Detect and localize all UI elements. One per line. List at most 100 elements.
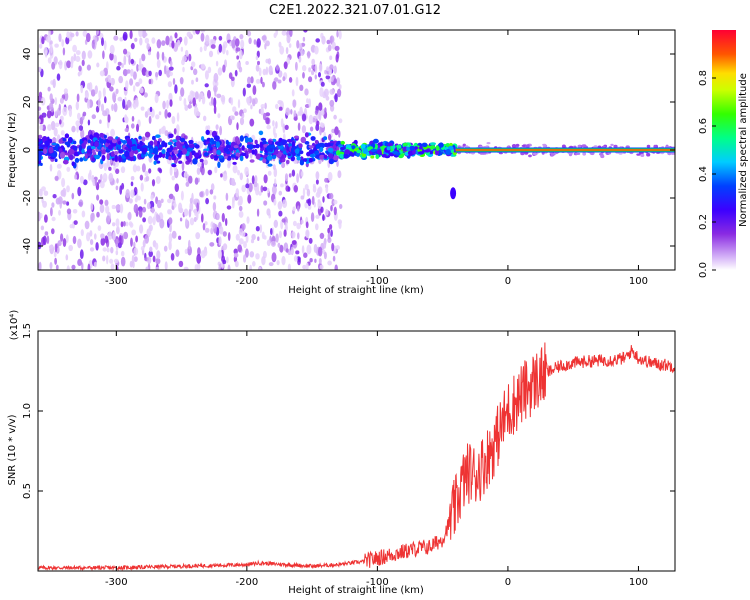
heatmap-cell (87, 139, 92, 144)
heatmap-cell (293, 135, 300, 139)
heatmap-cell (285, 107, 291, 116)
heatmap-cell (300, 136, 307, 144)
heatmap-cell (187, 245, 193, 256)
heatmap-cell (77, 258, 82, 266)
heatmap-cell (257, 236, 260, 241)
heatmap-cell (308, 145, 314, 149)
heatmap-cell (231, 198, 235, 209)
heatmap-cell (283, 61, 288, 70)
heatmap-cell (182, 148, 188, 155)
heatmap-cell (261, 256, 266, 266)
heatmap-cell (191, 79, 194, 85)
heatmap-cell (280, 183, 284, 188)
heatmap-cell (307, 198, 312, 207)
heatmap-cell (86, 82, 91, 90)
heatmap-cell (66, 185, 70, 193)
y-tick-label: 40 (22, 48, 33, 61)
heatmap-cell (308, 114, 314, 125)
heatmap-cell (610, 143, 614, 146)
heatmap-cell (163, 245, 168, 252)
heatmap-cell (269, 147, 273, 153)
heatmap-cell (121, 182, 125, 190)
heatmap-cell (203, 44, 207, 52)
heatmap-cell (329, 88, 335, 95)
heatmap-cell (43, 190, 49, 196)
heatmap-cell (248, 144, 254, 150)
heatmap-cell (196, 253, 202, 264)
heatmap-cell (331, 128, 336, 134)
heatmap-cell (102, 172, 108, 183)
heatmap-cell (200, 250, 206, 259)
heatmap-cell (299, 84, 304, 92)
heatmap-cell (125, 188, 130, 199)
heatmap-cell (128, 140, 133, 146)
heatmap-cell (238, 210, 244, 218)
heatmap-cell (48, 146, 54, 154)
heatmap-cell (188, 175, 193, 184)
heatmap-content (38, 30, 675, 270)
heatmap-cell (95, 242, 99, 251)
heatmap-cell (291, 240, 297, 245)
heatmap-cell (65, 254, 69, 261)
heatmap-cell (51, 142, 57, 146)
heatmap-cell (62, 47, 66, 56)
heatmap-cell (232, 106, 237, 113)
heatmap-cell (200, 30, 206, 33)
heatmap-cell (222, 259, 227, 265)
heatmap-cell (254, 139, 258, 145)
heatmap-cell (315, 38, 321, 43)
heatmap-cell (38, 261, 42, 270)
heatmap-cell (219, 125, 223, 136)
heatmap-cell (227, 264, 231, 270)
heatmap-cell (329, 224, 333, 230)
heatmap-cell (296, 173, 299, 184)
heatmap-cell (279, 244, 284, 253)
heatmap-cell (221, 44, 226, 55)
heatmap-cell (185, 49, 189, 57)
heatmap-cell (169, 71, 174, 77)
heatmap-cell (127, 211, 132, 221)
heatmap-cell (103, 134, 107, 139)
heatmap-cell (76, 93, 80, 103)
heatmap-cell (245, 234, 249, 243)
heatmap-cell (327, 232, 331, 240)
heatmap-cell (327, 147, 334, 153)
heatmap-cell (351, 145, 356, 150)
heatmap-cell (59, 97, 64, 104)
heatmap-cell (241, 231, 246, 237)
heatmap-cell (133, 203, 139, 214)
heatmap-cell (213, 135, 220, 142)
heatmap-cell (84, 220, 90, 230)
heatmap-cell (511, 144, 517, 148)
y-tick-label: 0.5 (22, 483, 33, 499)
heatmap-cell (136, 123, 139, 133)
heatmap-cell (52, 78, 56, 89)
heatmap-cell (305, 230, 310, 238)
heatmap-cell (79, 175, 84, 184)
heatmap-cell (246, 177, 249, 185)
heatmap-cell (118, 140, 122, 145)
heatmap-cell (75, 101, 80, 111)
heatmap-cell (165, 35, 170, 46)
heatmap-cell (255, 226, 260, 232)
heatmap-cell (356, 149, 362, 154)
heatmap-cell (301, 113, 307, 122)
heatmap-cell (258, 191, 262, 196)
heatmap-cell (288, 77, 293, 83)
heatmap-cell (245, 61, 249, 65)
heatmap-cell (226, 256, 229, 264)
heatmap-cell (103, 40, 107, 51)
heatmap-cell (64, 133, 70, 139)
heatmap-cell (185, 218, 188, 226)
heatmap-cell (147, 256, 152, 265)
heatmap-cell (156, 51, 160, 60)
heatmap-cell (86, 32, 91, 43)
heatmap-cell (255, 64, 260, 72)
heatmap-cell (260, 185, 264, 193)
heatmap-cell (277, 201, 283, 210)
heatmap-cell (131, 254, 135, 264)
heatmap-cell (273, 219, 278, 228)
colorbar-tick-label: 0.8 (698, 70, 709, 86)
heatmap-cell (340, 146, 345, 151)
heatmap-cell (311, 64, 315, 70)
